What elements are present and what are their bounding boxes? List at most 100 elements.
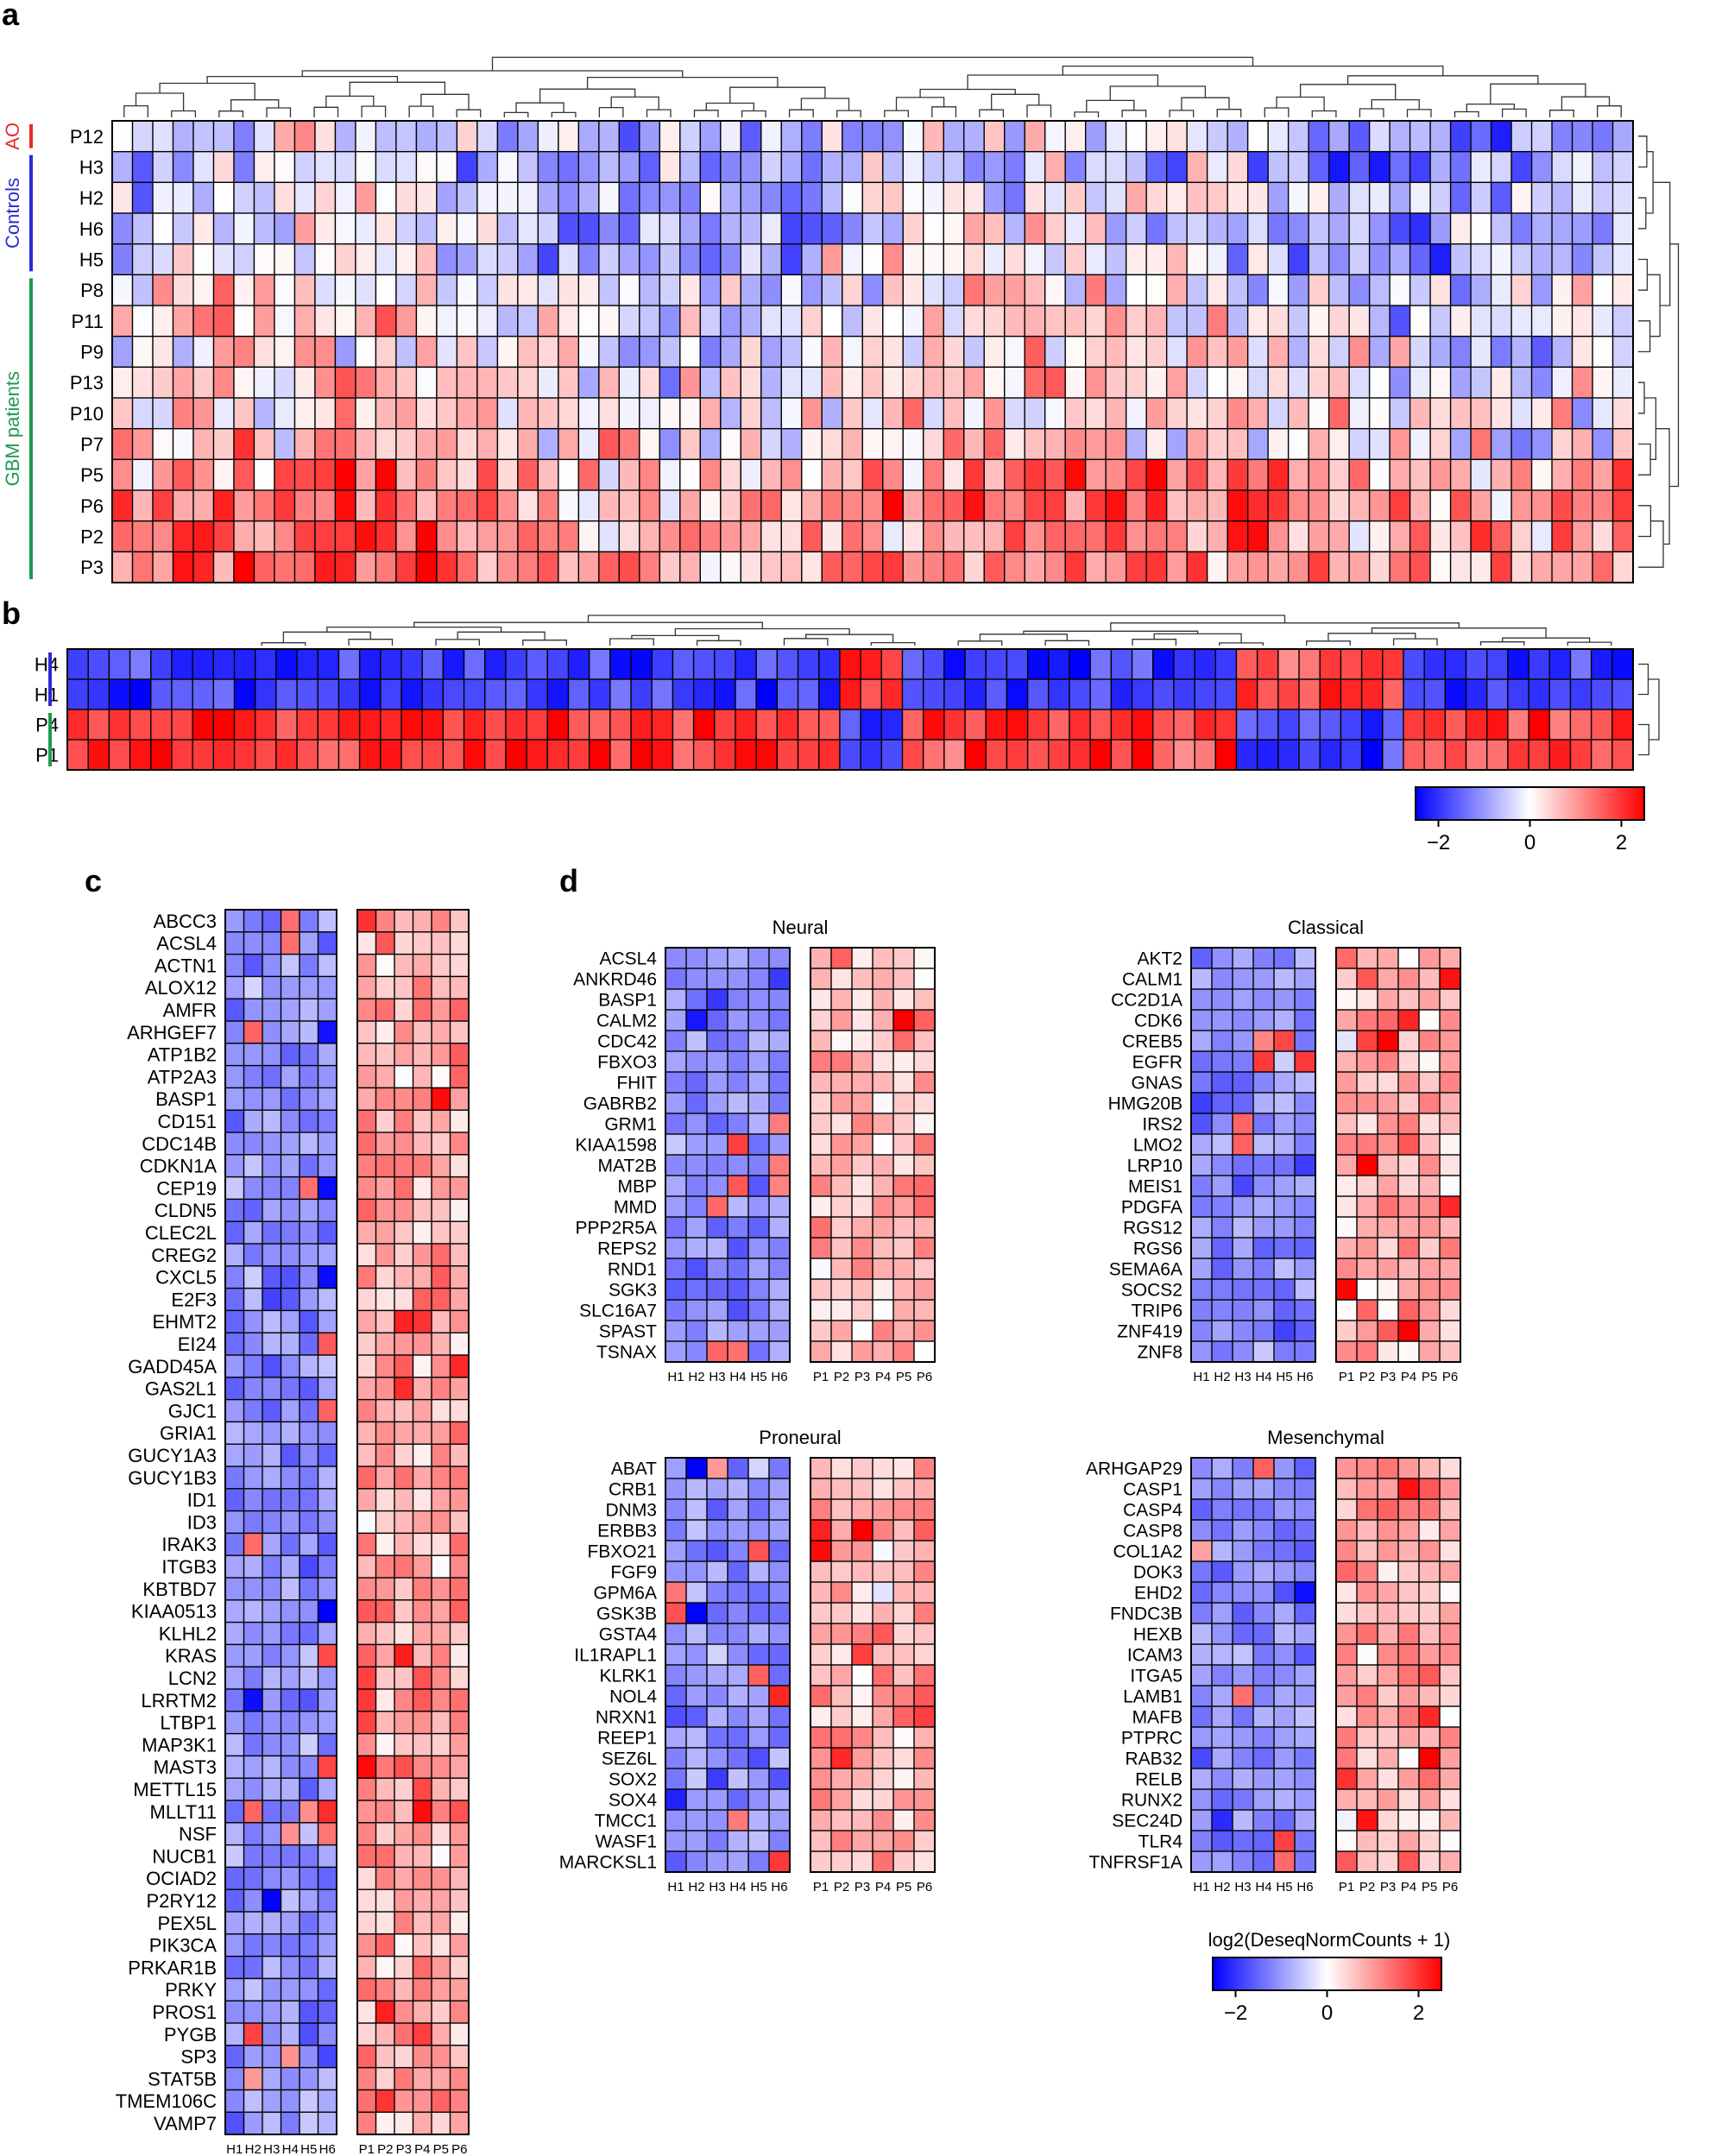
panel-d-classical-controls-cell bbox=[1190, 1092, 1213, 1114]
panel-a-cell bbox=[1409, 366, 1431, 399]
panel-a-cell bbox=[1592, 181, 1614, 214]
panel-b-cell bbox=[985, 678, 1008, 710]
panel-d-classical-patients-cell bbox=[1335, 1030, 1358, 1052]
panel-b-col-dendrogram bbox=[1479, 641, 1525, 646]
panel-d-proneural-controls-cell bbox=[747, 1747, 770, 1769]
panel-d-neural-controls-cell bbox=[685, 1092, 708, 1114]
panel-d-neural-controls-cell bbox=[685, 1009, 708, 1031]
panel-a-col-dendrogram bbox=[991, 93, 1040, 110]
panel-a-cell bbox=[1084, 397, 1107, 430]
panel-a-cell bbox=[1004, 489, 1026, 522]
panel-c-patients-cell bbox=[394, 1977, 414, 2002]
panel-d-neural-controls-frame bbox=[665, 947, 791, 1363]
panel-a-cell bbox=[334, 489, 356, 522]
panel-d-classical-controls-cell bbox=[1252, 1071, 1275, 1094]
panel-d-mesenchymal-controls-cell bbox=[1273, 1788, 1296, 1811]
panel-c-controls-cell bbox=[299, 1132, 319, 1156]
panel-c-patients-cell bbox=[449, 975, 470, 1000]
panel-d-neural-patients-cell bbox=[830, 1113, 853, 1135]
panel-b-cell bbox=[546, 678, 570, 710]
panel-d-classical-patients-cell bbox=[1397, 1195, 1420, 1218]
panel-d-mesenchymal-controls-cell bbox=[1252, 1768, 1275, 1790]
panel-c-controls-cell bbox=[243, 1377, 263, 1401]
panel-d-proneural-controls-cell bbox=[768, 1457, 791, 1479]
panel-c-patients-cell bbox=[375, 1711, 395, 1735]
panel-d-neural-patients-cell bbox=[810, 1030, 832, 1052]
panel-d-mesenchymal-row-label: RAB32 bbox=[1125, 1749, 1182, 1769]
panel-d-mesenchymal-controls-cell bbox=[1232, 1768, 1254, 1790]
panel-b-cell bbox=[212, 739, 236, 771]
panel-a-col-dendrogram bbox=[230, 99, 280, 111]
panel-d-classical-controls-cell bbox=[1273, 1320, 1296, 1342]
panel-a-cell bbox=[558, 520, 580, 553]
panel-a-cell bbox=[334, 274, 356, 306]
panel-b-frame bbox=[66, 648, 1634, 771]
panel-c-controls-cell bbox=[243, 2000, 263, 2024]
panel-c-controls-cell bbox=[299, 953, 319, 978]
panel-d-neural-col-label: P1 bbox=[813, 1370, 829, 1384]
panel-d-classical-controls-cell bbox=[1294, 968, 1316, 990]
panel-c-row-label: CLDN5 bbox=[155, 1200, 217, 1221]
panel-d-proneural-patients-cell bbox=[872, 1602, 894, 1624]
panel-a-col-dendrogram bbox=[741, 110, 766, 117]
panel-d-mesenchymal-controls-cell bbox=[1211, 1664, 1233, 1686]
panel-a-cell bbox=[131, 397, 154, 430]
panel-a-cell bbox=[679, 274, 702, 306]
panel-d-mesenchymal-col-label: P1 bbox=[1339, 1880, 1354, 1894]
panel-b-cell bbox=[1006, 648, 1029, 680]
panel-c-controls-cell bbox=[280, 1888, 300, 1913]
panel-a-cell bbox=[1064, 305, 1087, 337]
panel-a-cell bbox=[517, 274, 539, 306]
panel-d-proneural-patients-cell bbox=[872, 1850, 894, 1873]
panel-d-classical-row-label: ZNF8 bbox=[1138, 1343, 1183, 1363]
panel-d-mesenchymal-controls-cell bbox=[1273, 1643, 1296, 1666]
panel-d-proneural-controls-cell bbox=[685, 1643, 708, 1666]
panel-a-cell bbox=[699, 397, 722, 430]
panel-a-cell bbox=[476, 366, 499, 399]
panel-d-proneural-patients-cell bbox=[810, 1850, 832, 1873]
panel-b-cell bbox=[171, 709, 194, 741]
panel-d-proneural-patients-cell bbox=[830, 1581, 853, 1604]
panel-a-cell bbox=[192, 335, 215, 369]
panel-d-classical-patients-cell bbox=[1377, 1195, 1399, 1218]
panel-c-controls-cell bbox=[262, 1198, 282, 1223]
panel-d-classical-patients-cell bbox=[1377, 1009, 1399, 1031]
panel-c-patients-cell bbox=[449, 1265, 470, 1289]
panel-a-cell bbox=[902, 427, 924, 461]
panel-d-classical-patients-cell bbox=[1397, 1050, 1420, 1073]
panel-d-proneural-patients-cell bbox=[892, 1768, 915, 1790]
panel-d-classical-row-label: CALM1 bbox=[1122, 970, 1182, 990]
panel-d-mesenchymal-patients-cell bbox=[1439, 1685, 1461, 1707]
panel-c-controls-cell bbox=[262, 2089, 282, 2114]
panel-c-patients-cell bbox=[449, 1822, 470, 1846]
panel-b-row-label: H4 bbox=[35, 654, 59, 676]
panel-d-classical-patients-cell bbox=[1397, 1030, 1420, 1052]
panel-d-mesenchymal-patients-cell bbox=[1356, 1478, 1378, 1500]
panel-a-cell bbox=[233, 335, 255, 369]
panel-b-cell bbox=[1528, 678, 1551, 710]
panel-a-cell bbox=[598, 212, 621, 245]
panel-b-cell bbox=[1423, 678, 1447, 710]
panel-c-controls-cell bbox=[299, 1711, 319, 1735]
panel-c-controls-cell bbox=[243, 1043, 263, 1067]
panel-a-cell bbox=[1206, 181, 1229, 214]
panel-b-cell bbox=[1590, 709, 1613, 741]
panel-a-cell bbox=[983, 551, 1006, 583]
panel-c-controls-cell bbox=[280, 1933, 300, 1957]
panel-a-cell bbox=[679, 427, 702, 461]
panel-a-cell bbox=[1308, 243, 1330, 276]
panel-d-mesenchymal-controls-cell bbox=[1294, 1560, 1316, 1583]
panel-c-patients-cell bbox=[412, 1064, 432, 1089]
panel-d-proneural-controls-cell bbox=[727, 1519, 749, 1541]
panel-c-row-label: PROS1 bbox=[152, 2002, 217, 2023]
panel-d-classical-controls-cell bbox=[1211, 1320, 1233, 1342]
panel-a-cell bbox=[1592, 335, 1614, 369]
panel-d-mesenchymal-controls-cell bbox=[1211, 1478, 1233, 1500]
panel-d-proneural-controls-cell bbox=[685, 1560, 708, 1583]
panel-a-cell bbox=[720, 274, 742, 306]
panel-c-controls-cell bbox=[280, 1198, 300, 1223]
panel-c-controls-cell bbox=[224, 1666, 245, 1690]
panel-b-cell bbox=[692, 678, 716, 710]
panel-b-cell bbox=[672, 709, 695, 741]
panel-a-cell bbox=[456, 212, 478, 245]
